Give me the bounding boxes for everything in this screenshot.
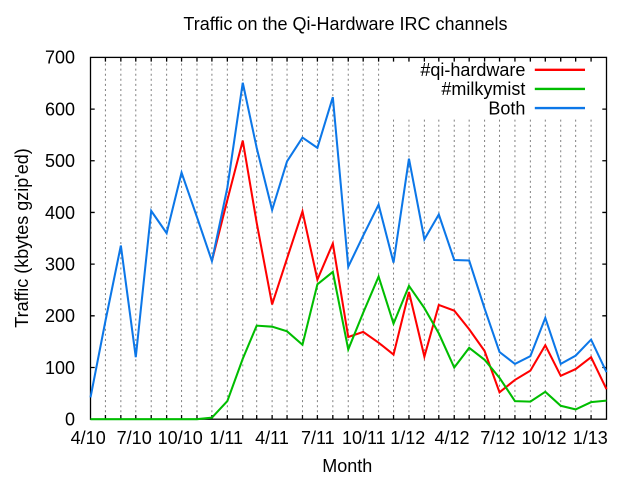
- svg-text:Month: Month: [322, 456, 372, 476]
- svg-text:#qi-hardware: #qi-hardware: [420, 60, 525, 80]
- svg-text:200: 200: [45, 306, 75, 326]
- svg-text:7/12: 7/12: [480, 428, 515, 448]
- svg-text:10/12: 10/12: [521, 428, 566, 448]
- svg-text:Both: Both: [488, 98, 525, 118]
- svg-text:7/10: 7/10: [117, 428, 152, 448]
- svg-text:10/10: 10/10: [158, 428, 203, 448]
- svg-text:700: 700: [45, 48, 75, 68]
- svg-text:100: 100: [45, 358, 75, 378]
- svg-text:600: 600: [45, 99, 75, 119]
- svg-text:4/12: 4/12: [434, 428, 469, 448]
- svg-text:0: 0: [65, 410, 75, 430]
- svg-text:7/11: 7/11: [301, 428, 335, 448]
- svg-text:300: 300: [45, 254, 75, 274]
- svg-text:1/11: 1/11: [209, 428, 243, 448]
- svg-text:#milkymist: #milkymist: [441, 79, 525, 99]
- svg-text:1/13: 1/13: [573, 428, 608, 448]
- svg-text:4/11: 4/11: [255, 428, 289, 448]
- svg-text:4/10: 4/10: [71, 428, 106, 448]
- svg-text:400: 400: [45, 203, 75, 223]
- svg-text:Traffic (kbytes gzip'ed): Traffic (kbytes gzip'ed): [12, 148, 32, 328]
- svg-text:10/11: 10/11: [342, 428, 386, 448]
- svg-text:1/12: 1/12: [390, 428, 425, 448]
- svg-text:500: 500: [45, 151, 75, 171]
- svg-text:Traffic on the Qi-Hardware IRC: Traffic on the Qi-Hardware IRC channels: [183, 14, 507, 34]
